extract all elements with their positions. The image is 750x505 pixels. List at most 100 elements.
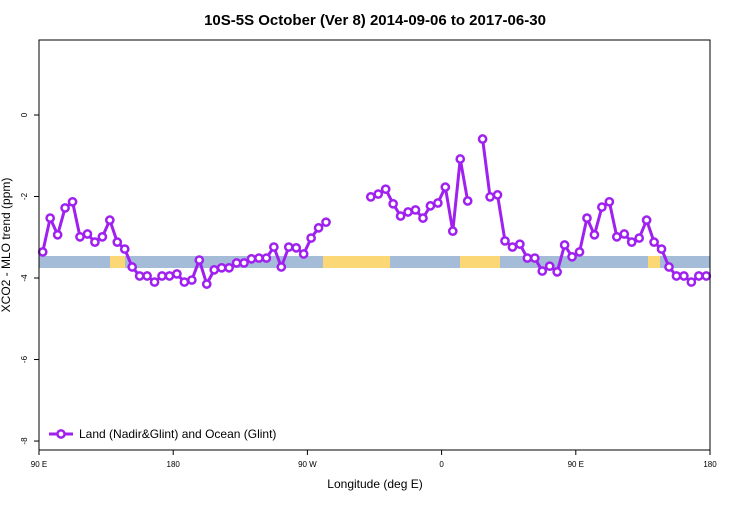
- data-point: [671, 271, 682, 281]
- chart-title: 10S-5S October (Ver 8) 2014-09-06 to 201…: [204, 12, 546, 29]
- data-point: [75, 231, 85, 242]
- data-point: [306, 233, 316, 243]
- data-point: [537, 266, 548, 276]
- data-point: [455, 154, 466, 164]
- data-point: [254, 253, 264, 263]
- legend-label: Land (Nadir&Glint) and Ocean (Glint): [79, 427, 276, 441]
- data-point: [127, 262, 138, 272]
- data-point: [552, 267, 563, 277]
- data-point: [500, 236, 510, 246]
- legend: Land (Nadir&Glint) and Ocean (Glint): [49, 427, 276, 441]
- data-point: [276, 262, 287, 272]
- data-point: [90, 237, 100, 247]
- data-point: [582, 213, 592, 223]
- x-tick-label: 90 E: [31, 460, 47, 469]
- data-point: [261, 253, 272, 263]
- land-band: [323, 256, 390, 268]
- data-point: [313, 223, 324, 233]
- data-point: [52, 229, 63, 240]
- data-point: [477, 134, 488, 144]
- data-point: [380, 184, 391, 195]
- x-tick-label: 90 W: [298, 460, 317, 469]
- data-point: [418, 213, 428, 223]
- data-point: [231, 258, 242, 268]
- data-point: [589, 229, 600, 240]
- data-point: [529, 253, 540, 263]
- x-tick-label: 180: [703, 460, 717, 469]
- data-point: [142, 271, 152, 281]
- data-point: [515, 239, 525, 250]
- data-point: [619, 229, 630, 239]
- data-point: [112, 237, 123, 247]
- x-tick-label: 180: [167, 460, 181, 469]
- data-point: [425, 201, 436, 211]
- data-point: [686, 277, 697, 287]
- data-point: [45, 213, 56, 223]
- y-tick-label: 0: [20, 112, 29, 117]
- data-point: [149, 277, 160, 287]
- data-point: [283, 242, 294, 252]
- land-band: [648, 256, 660, 268]
- data-point: [365, 192, 376, 202]
- y-tick-label: -8: [20, 437, 29, 445]
- y-tick-label: -4: [20, 274, 29, 282]
- data-point: [172, 269, 182, 279]
- data-point: [410, 205, 421, 215]
- data-point: [119, 244, 130, 254]
- data-point: [194, 255, 205, 265]
- data-point: [693, 271, 704, 281]
- data-point: [649, 237, 659, 247]
- data-point: [485, 192, 495, 202]
- data-point: [201, 279, 212, 289]
- ticks: 90 E 180 90 W 0 90 E 180 0 -2 -4 -6 -8: [20, 112, 717, 469]
- data-point: [611, 231, 622, 242]
- data-point: [507, 242, 518, 252]
- data-point: [559, 240, 570, 250]
- land-band: [110, 256, 125, 268]
- data-point: [82, 229, 93, 239]
- data-point: [641, 215, 652, 225]
- data-point: [186, 275, 197, 285]
- y-tick-label: -2: [20, 192, 29, 200]
- data-point: [403, 207, 413, 217]
- y-tick-label: -6: [20, 355, 29, 363]
- data-point: [433, 198, 443, 208]
- data-point: [597, 202, 607, 212]
- data-point: [216, 262, 227, 273]
- data-point: [224, 262, 234, 273]
- x-tick-label: 0: [439, 460, 444, 469]
- data-point: [164, 271, 175, 281]
- data-point: [440, 182, 451, 192]
- data-point: [298, 249, 309, 259]
- data-point: [97, 231, 108, 242]
- y-axis-label: XCO2 - MLO trend (ppm): [0, 178, 13, 313]
- data-point: [104, 215, 115, 225]
- x-tick-label: 90 E: [568, 460, 584, 469]
- data-point: [157, 271, 167, 281]
- marks: [37, 134, 712, 289]
- data-point: [544, 261, 555, 272]
- data-point: [373, 189, 384, 199]
- plot-frame: [38, 39, 711, 451]
- data-point: [67, 196, 78, 207]
- data-point: [209, 265, 220, 275]
- data-point: [656, 244, 667, 254]
- data-point: [60, 203, 70, 213]
- legend-swatch-marker: [56, 429, 66, 439]
- data-point: [626, 237, 637, 247]
- data-point: [269, 242, 279, 252]
- data-point: [492, 190, 503, 200]
- land-band: [460, 256, 500, 268]
- data-point: [462, 196, 473, 206]
- x-axis-label: Longitude (deg E): [327, 477, 422, 491]
- data-point: [179, 277, 190, 287]
- data-point: [321, 217, 331, 228]
- land-ocean-band: [39, 256, 710, 268]
- data-point: [134, 271, 145, 281]
- data-point: [567, 251, 577, 262]
- data-point: [574, 247, 585, 257]
- data-point: [37, 247, 48, 257]
- data-point: [291, 243, 302, 253]
- data-point: [634, 233, 645, 243]
